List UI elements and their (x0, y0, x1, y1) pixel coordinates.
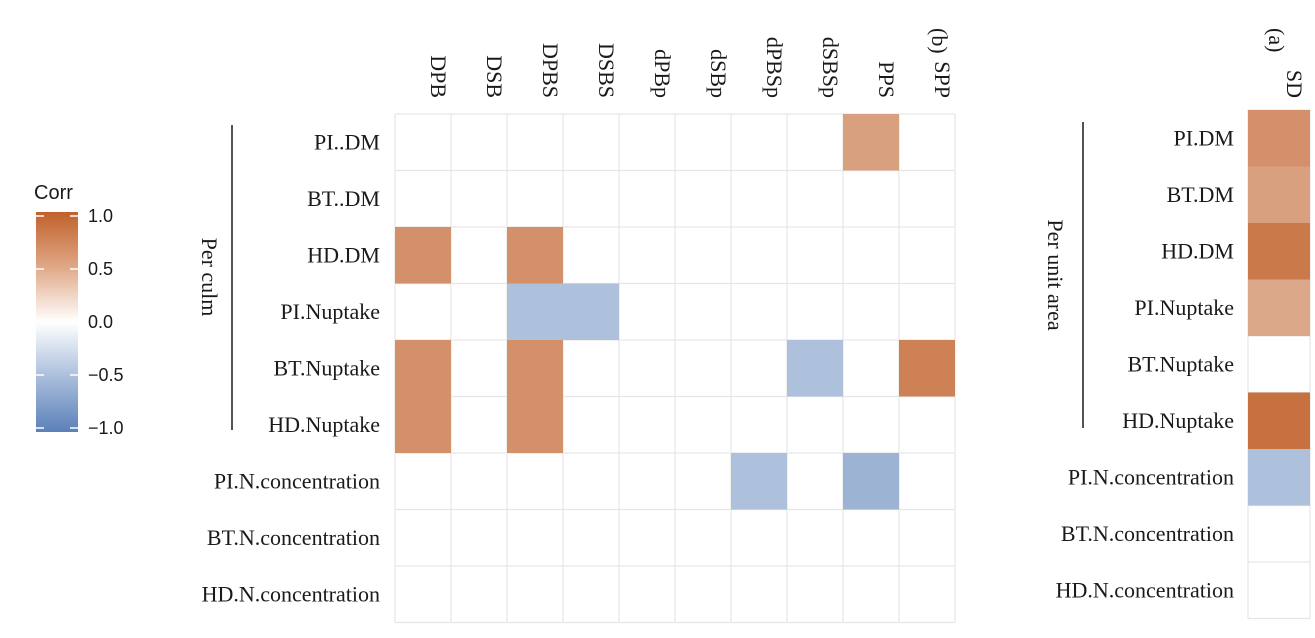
column-label: dSBSp (818, 37, 843, 98)
row-label: PI.N.concentration (1068, 464, 1234, 489)
row-label: PI.DM (1173, 125, 1234, 150)
heatmap-cell (507, 283, 563, 340)
row-label: BT.DM (1167, 182, 1234, 207)
row-label: BT..DM (307, 186, 380, 211)
heatmap-cell (1248, 449, 1310, 506)
row-label: BT.N.concentration (1061, 521, 1234, 546)
heatmap-cell (1248, 392, 1310, 449)
heatmap-cell (1248, 223, 1310, 280)
heatmap-cell (507, 396, 563, 453)
row-label: PI.Nuptake (1134, 295, 1234, 320)
heatmap-cell (1248, 166, 1310, 223)
heatmap-cell (1248, 110, 1310, 167)
row-label: HD.N.concentration (1056, 577, 1234, 602)
column-label: PPS (874, 61, 899, 98)
row-label: PI.N.concentration (214, 468, 380, 493)
legend-tick-label: −1.0 (88, 418, 124, 438)
panel-b-tag: (b) (927, 28, 952, 54)
per-unit-area-label: Per unit area (1043, 219, 1068, 330)
column-label: DPBS (538, 43, 563, 98)
column-label: SPP (930, 61, 955, 98)
row-label: PI.Nuptake (280, 299, 380, 324)
heatmap-cell (507, 227, 563, 284)
row-label: PI..DM (314, 129, 380, 154)
column-label: DSB (482, 55, 507, 98)
legend-tick-label: −0.5 (88, 365, 124, 385)
panel-b-heatmap: (b) DPB DSB DPBS DSBS dPBp dSBp dPBSp dSBSp PPS S… (197, 28, 956, 624)
column-label: DSBS (594, 43, 619, 98)
row-label: HD.DM (307, 242, 380, 267)
heatmap-cell (731, 453, 787, 510)
column-label: dSBp (706, 49, 731, 98)
heatmap-cell (843, 114, 899, 171)
row-label: HD.Nuptake (268, 412, 380, 437)
heatmap-cell (507, 340, 563, 397)
heatmap-cell (843, 453, 899, 510)
heatmap-cell (395, 340, 451, 397)
heatmap-cell (899, 340, 955, 397)
heatmap-cell (787, 340, 843, 397)
legend-title: Corr (34, 182, 73, 204)
heatmap-cell (1248, 279, 1310, 336)
heatmap-cell (395, 227, 451, 284)
color-legend: Corr 1.0 0.5 0.0 −0.5 −1.0 (34, 182, 124, 438)
column-label: DPB (426, 55, 451, 98)
legend-tick-label: 1.0 (88, 206, 113, 226)
row-label: BT.Nuptake (273, 355, 380, 380)
legend-tick-label: 0.0 (88, 312, 113, 332)
row-label: HD.DM (1161, 238, 1234, 263)
heatmap-cell (563, 283, 619, 340)
legend-tick-label: 0.5 (88, 259, 113, 279)
panel-a-heatmap: (a) SD PI.DM BT.DM HD.DM PI.Nuptake BT.Nupta… (1043, 28, 1311, 620)
row-label: HD.Nuptake (1122, 408, 1234, 433)
column-label: dPBp (650, 49, 675, 98)
row-label: BT.Nuptake (1127, 351, 1234, 376)
row-label: BT.N.concentration (207, 525, 380, 550)
per-culm-label: Per culm (197, 238, 222, 317)
column-label: dPBSp (762, 37, 787, 98)
column-label: SD (1282, 70, 1307, 98)
panel-a-tag: (a) (1264, 28, 1289, 52)
heatmap-cell (395, 396, 451, 453)
row-label: HD.N.concentration (202, 581, 380, 606)
